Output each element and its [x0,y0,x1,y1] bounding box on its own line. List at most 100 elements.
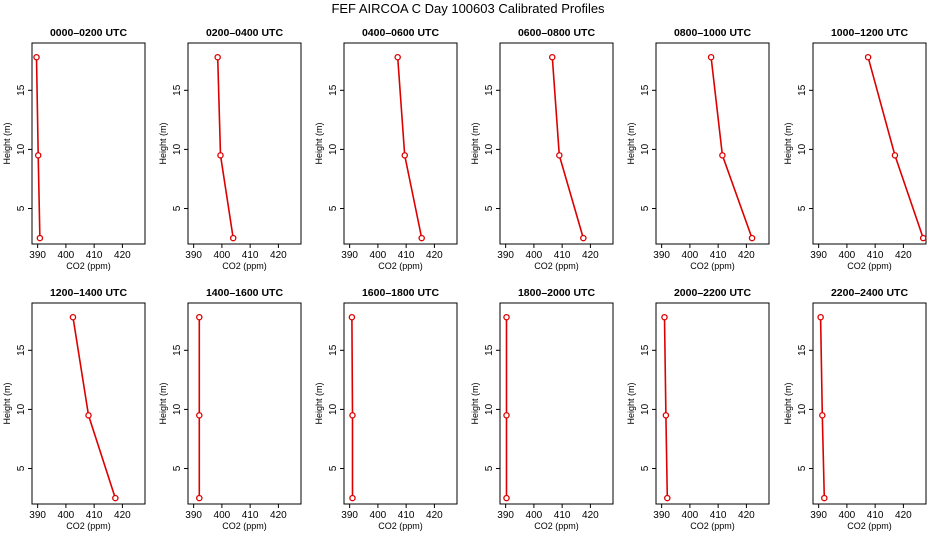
co2-data-point [821,494,828,502]
x-tick-label: 400 [370,510,387,521]
x-tick-label: 420 [270,250,287,261]
x-tick-label: 390 [29,250,46,261]
profile-panel: 1200–1400 UTC 390 400 410 420 5 10 15 CO2 (ppm) H… [2,287,146,531]
co2-data-point [580,234,587,242]
x-tick-label: 420 [270,510,287,521]
y-tick-label: 5 [328,205,339,211]
plot-frame [499,302,614,505]
co2-profile-line [663,317,669,499]
co2-data-point [503,494,510,502]
co2-data-point [503,313,510,321]
y-tick-label: 10 [16,143,27,155]
plot-frame [31,302,146,505]
co2-profile-line [867,56,924,239]
profile-panel: 0600–0800 UTC 390 400 410 420 5 10 15 CO2 (ppm) H… [470,27,614,271]
x-tick-label: 420 [582,510,599,521]
y-tick-label: 15 [172,344,183,356]
x-tick-label: 410 [86,510,103,521]
y-axis-label: Height (m) [158,382,168,424]
y-tick-label: 15 [797,84,808,96]
x-tick-label: 400 [370,250,387,261]
plot-frame [343,302,458,505]
panel-title: 1800–2000 UTC [518,287,595,299]
y-tick-label: 5 [172,205,183,211]
x-axis-label: CO2 (ppm) [847,521,892,531]
co2-data-point [661,313,668,321]
x-tick-label: 390 [29,510,46,521]
x-axis-label: CO2 (ppm) [690,521,735,531]
plot-frame [343,42,458,245]
co2-data-point [817,313,824,321]
x-axis-label: CO2 (ppm) [66,261,111,271]
figure-title: FEF AIRCOA C Day 100603 Calibrated Profi… [331,1,605,16]
x-tick-label: 400 [58,510,75,521]
x-tick-label: 410 [242,510,259,521]
co2-data-point [85,412,92,419]
x-tick-label: 410 [710,510,727,521]
x-tick-label: 420 [114,510,131,521]
panel-title: 0800–1000 UTC [674,27,751,39]
y-tick-label: 10 [797,403,808,415]
y-tick-label: 5 [328,465,339,471]
co2-data-point [229,234,237,242]
co2-profile-line [35,57,41,239]
co2-profile-line [216,57,234,239]
co2-profile-line [819,317,826,499]
y-tick-label: 10 [640,403,651,415]
co2-data-point [69,313,77,321]
panel-title: 1400–1600 UTC [206,287,283,299]
x-tick-label: 390 [341,250,358,261]
x-tick-label: 400 [526,510,543,521]
y-tick-label: 10 [797,143,808,155]
co2-data-point [34,152,42,159]
co2-data-point [112,494,119,502]
y-axis-label: Height (m) [314,122,324,164]
y-tick-label: 15 [640,344,651,356]
panel-title: 1200–1400 UTC [50,287,127,299]
x-tick-label: 410 [86,250,103,261]
y-tick-label: 10 [484,143,495,155]
plot-frame [655,302,770,505]
y-tick-label: 5 [16,465,27,471]
x-tick-label: 410 [242,250,259,261]
co2-data-point [819,412,826,419]
y-tick-label: 15 [328,344,339,356]
panel-grid: 0000–0200 UTC 390 400 410 420 5 10 15 CO2 (ppm) H… [2,27,927,531]
y-tick-label: 15 [484,84,495,96]
x-tick-label: 390 [185,510,202,521]
x-axis-label: CO2 (ppm) [534,521,579,531]
x-tick-label: 390 [653,510,670,521]
x-tick-label: 420 [738,250,755,261]
plot-frame [655,42,770,245]
co2-data-point [748,234,756,242]
x-axis-label: CO2 (ppm) [534,261,579,271]
y-axis-label: Height (m) [470,382,480,424]
y-tick-label: 5 [640,205,651,211]
y-axis-label: Height (m) [158,122,168,164]
x-tick-label: 390 [810,510,827,521]
x-axis-label: CO2 (ppm) [378,261,423,271]
x-tick-label: 420 [426,250,443,261]
co2-profile-line [351,317,354,499]
profile-panel: 1800–2000 UTC 390 400 410 420 5 10 15 CO2 (ppm) H… [470,287,614,531]
profile-panel: 1000–1200 UTC 390 400 410 420 5 10 15 CO2 (ppm) H… [783,27,927,271]
x-tick-label: 410 [398,250,415,261]
y-tick-label: 5 [172,465,183,471]
profile-panel: 0000–0200 UTC 390 400 410 420 5 10 15 CO2 (ppm) H… [2,27,146,271]
x-axis-label: CO2 (ppm) [690,261,735,271]
x-axis-label: CO2 (ppm) [847,261,892,271]
plot-frame [187,42,302,245]
x-tick-label: 400 [682,250,699,261]
panel-title: 0400–0600 UTC [362,27,439,39]
y-tick-label: 10 [484,403,495,415]
profile-panel: 1400–1600 UTC 390 400 410 420 5 10 15 CO2 (ppm) H… [158,287,302,531]
y-tick-label: 15 [328,84,339,96]
panel-title: 0600–0800 UTC [518,27,595,39]
y-axis-label: Height (m) [2,382,12,424]
x-tick-label: 410 [554,510,571,521]
co2-profile-line [72,317,117,499]
y-tick-label: 10 [640,143,651,155]
co2-data-point [719,152,726,159]
y-axis-label: Height (m) [783,382,793,424]
